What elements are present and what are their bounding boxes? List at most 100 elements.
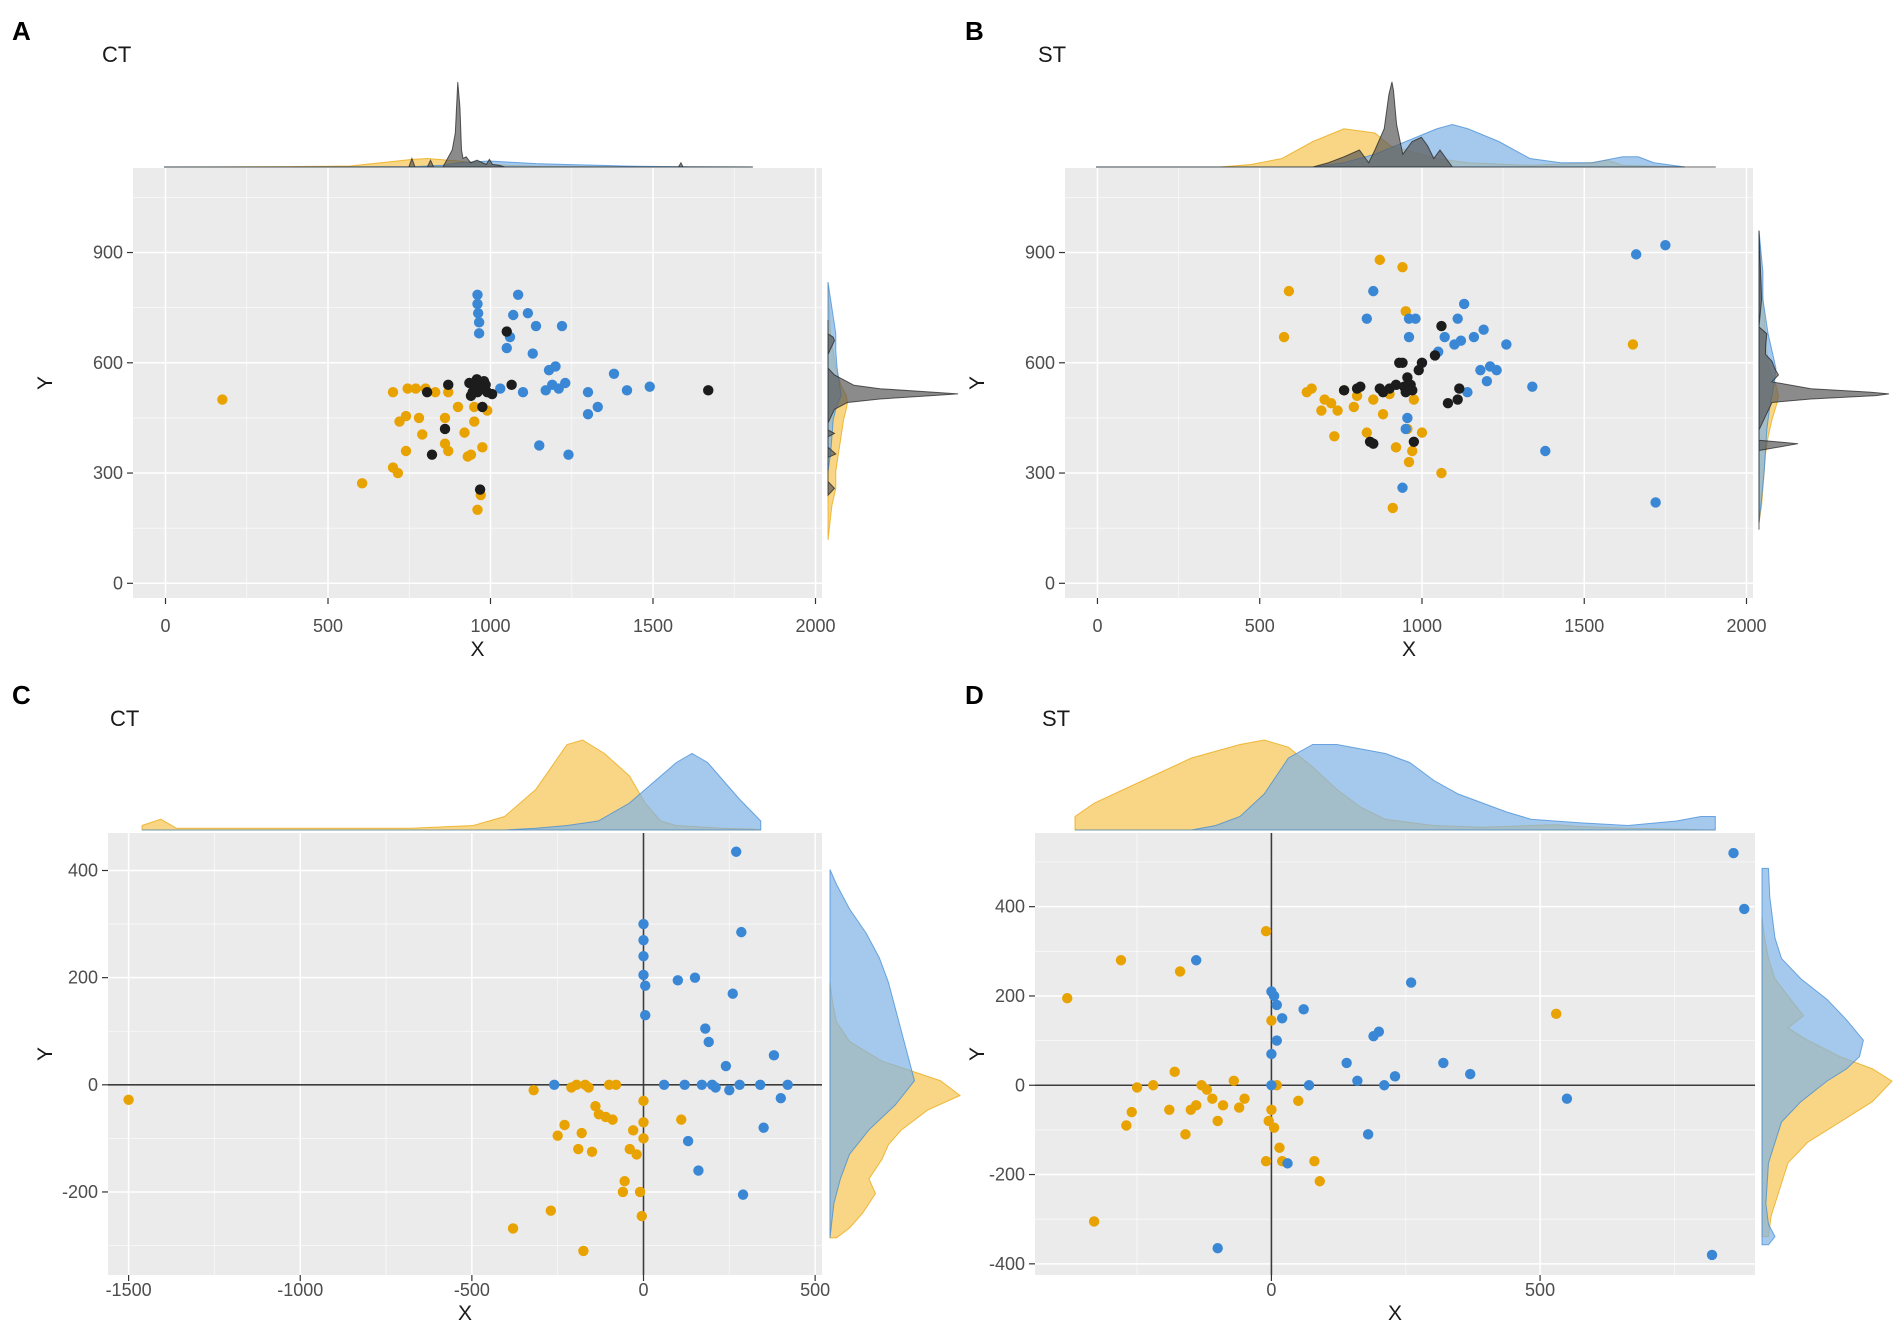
y-tick-label: 600: [93, 353, 123, 373]
data-point-group_2: [1481, 375, 1493, 387]
data-point-group_1: [387, 386, 399, 398]
data-point-group_2: [1212, 1243, 1223, 1254]
right-density-group_2: [1761, 867, 1864, 1246]
data-point-group_1: [1217, 1100, 1229, 1111]
data-point-group_3: [703, 385, 714, 396]
top-density-group_3: [163, 81, 753, 168]
data-point-group_2: [1373, 1026, 1385, 1037]
x-tick-label: 0: [1092, 616, 1102, 636]
x-axis-title: X: [458, 1302, 472, 1325]
data-point-group_1: [631, 1149, 642, 1160]
data-point-group_3: [1407, 385, 1418, 396]
data-point-group_1: [1374, 254, 1385, 266]
y-tick-label: -200: [989, 1165, 1025, 1185]
data-point-group_2: [638, 951, 649, 962]
x-tick-label: -1000: [277, 1280, 323, 1300]
data-point-group_2: [1266, 1048, 1277, 1060]
data-point-group_1: [477, 442, 488, 453]
data-point-group_2: [1341, 1057, 1352, 1069]
data-point-group_2: [1452, 313, 1463, 324]
panel-letter: A: [12, 16, 31, 46]
x-axis-title: X: [1402, 638, 1416, 661]
panel-title: ST: [1038, 42, 1066, 67]
data-point-group_2: [512, 289, 524, 300]
data-point-group_2: [1458, 298, 1470, 310]
data-point-group_3: [439, 423, 451, 435]
panel-d: D ST 0 500 -400 -200 0 200 400 X Y: [965, 680, 1893, 1325]
data-point-group_1: [392, 467, 404, 479]
y-axis-title: Y: [966, 1047, 989, 1061]
data-point-group_1: [1228, 1075, 1240, 1086]
data-point-group_2: [527, 348, 538, 359]
data-point-group_1: [443, 386, 454, 398]
plot-background: [1035, 833, 1755, 1275]
data-point-group_2: [1190, 955, 1202, 966]
data-point-group_2: [782, 1079, 793, 1091]
data-point-group_2: [1362, 1129, 1374, 1140]
data-point-group_3: [1436, 320, 1447, 332]
data-point-group_1: [545, 1205, 557, 1216]
x-tick-label: 2000: [1726, 616, 1766, 636]
data-point-group_1: [1416, 427, 1428, 438]
data-point-group_1: [1397, 262, 1408, 273]
data-point-group_3: [1408, 436, 1420, 448]
data-point-group_3: [477, 401, 488, 413]
data-point-group_1: [590, 1101, 601, 1112]
data-point-group_1: [400, 410, 412, 422]
data-point-group_1: [1387, 502, 1398, 514]
x-tick-label: 1500: [1564, 616, 1604, 636]
data-point-group_2: [549, 1079, 560, 1091]
data-point-group_3: [506, 379, 517, 391]
data-point-group_2: [501, 342, 512, 354]
data-point-group_3: [1454, 383, 1465, 394]
data-point-group_3: [426, 449, 438, 460]
data-point-group_1: [1316, 405, 1327, 416]
data-point-group_2: [1397, 482, 1408, 493]
data-point-group_2: [1361, 313, 1373, 324]
data-point-group_1: [634, 1186, 646, 1198]
right-density-group_2: [829, 869, 916, 1238]
right-density-group_3: [1758, 230, 1890, 530]
data-point-group_2: [1271, 1035, 1282, 1046]
panel-title: ST: [1042, 706, 1070, 731]
y-tick-label: 300: [93, 463, 123, 483]
data-point-group_3: [1338, 385, 1350, 396]
data-point-group_1: [410, 383, 421, 394]
y-tick-label: 300: [1025, 463, 1055, 483]
data-point-group_2: [638, 918, 649, 930]
data-point-group_2: [473, 328, 485, 339]
data-point-group_2: [638, 969, 649, 981]
top-density-group_2: [142, 752, 762, 831]
panel-title: CT: [110, 706, 139, 731]
x-tick-label: 1000: [1402, 616, 1442, 636]
data-point-group_2: [640, 980, 651, 991]
data-point-group_1: [1266, 1015, 1277, 1026]
data-point-group_2: [550, 361, 561, 372]
data-point-group_2: [522, 307, 534, 319]
data-point-group_2: [1410, 313, 1421, 324]
panel-letter: C: [12, 680, 31, 710]
data-point-group_1: [1329, 431, 1340, 442]
data-point-group_2: [700, 1023, 711, 1034]
data-point-group_3: [443, 379, 454, 391]
data-point-group_1: [1293, 1095, 1304, 1107]
data-point-group_1: [417, 429, 428, 440]
y-tick-label: 0: [113, 573, 123, 593]
y-tick-label: 900: [93, 243, 123, 263]
data-point-group_1: [507, 1223, 519, 1234]
y-tick-label: 400: [995, 897, 1025, 917]
data-point-group_2: [621, 385, 633, 396]
plot-background: [108, 833, 822, 1275]
data-point-group_2: [495, 383, 506, 394]
panel-letter: D: [965, 680, 984, 710]
data-point-group_2: [530, 320, 542, 332]
data-point-group_2: [689, 972, 701, 983]
x-tick-label: 500: [1525, 1280, 1555, 1300]
data-point-group_2: [1455, 335, 1467, 346]
data-point-group_1: [1148, 1080, 1159, 1091]
panel-b: B ST 0 500 1000 1500 2000 0 300 600 900 X Y: [965, 16, 1890, 661]
data-point-group_2: [582, 409, 594, 420]
top-density-group_3: [1095, 81, 1716, 168]
data-point-group_1: [1260, 926, 1272, 937]
